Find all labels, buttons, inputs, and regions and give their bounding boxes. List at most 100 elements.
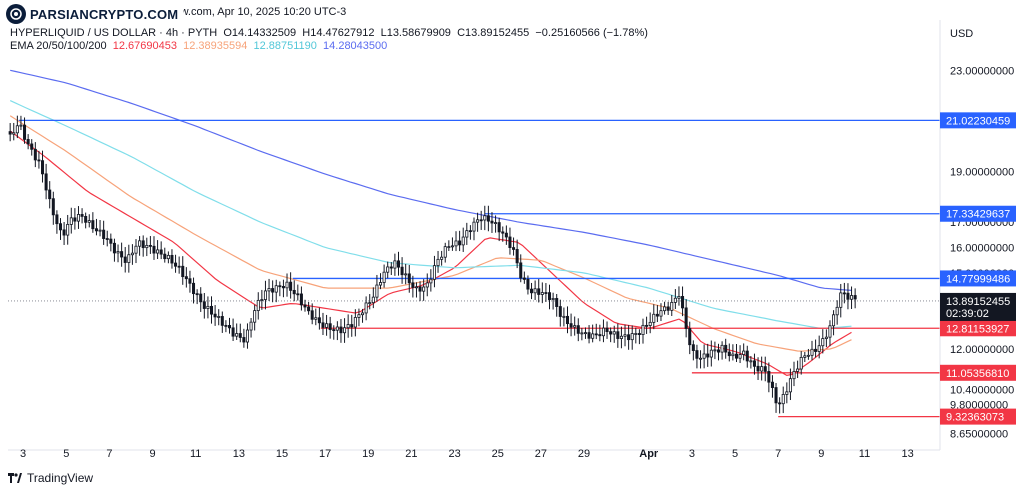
candle-body: [731, 353, 735, 357]
candle-body: [677, 296, 681, 299]
candle-body: [806, 354, 810, 357]
candle-body: [551, 298, 555, 300]
candle-body: [429, 278, 433, 284]
candle-body: [145, 244, 149, 249]
candle-body: [691, 344, 695, 351]
candle-body: [770, 381, 774, 388]
ema100-value: 12.88751190: [253, 40, 317, 52]
ema100-line: [9, 100, 852, 329]
currency-label[interactable]: USD: [950, 28, 974, 40]
candle-body: [788, 378, 792, 393]
candle-body: [716, 349, 721, 353]
tradingview-logo-icon: [8, 473, 22, 483]
candle-body: [350, 324, 354, 328]
candle-body: [681, 296, 685, 309]
candle-body: [116, 251, 120, 254]
candle-body: [508, 236, 512, 248]
candle-body: [152, 245, 156, 254]
ema200-value: 14.28043500: [323, 40, 388, 52]
candle-body: [156, 249, 160, 254]
candle-body: [562, 315, 566, 318]
candle-body: [745, 350, 749, 362]
candle-body: [501, 231, 505, 234]
tradingview-footer[interactable]: TradingView: [8, 471, 93, 485]
candle-body: [810, 348, 814, 356]
candle-body: [504, 232, 508, 238]
candle-body: [364, 302, 368, 314]
candle-body: [393, 260, 397, 269]
candle-body: [734, 353, 738, 359]
candle-body: [443, 246, 447, 258]
x-tick-label: 15: [276, 448, 288, 460]
candle-body: [55, 214, 59, 225]
candle-body: [91, 220, 95, 230]
candle-body: [835, 306, 839, 316]
candle-body: [440, 256, 444, 260]
candle-body: [407, 273, 411, 284]
candle-body: [601, 327, 605, 337]
candle-body: [371, 296, 375, 304]
candle-body: [450, 245, 454, 248]
candle-body: [684, 307, 688, 329]
ohlc-low: L13.58679909: [380, 27, 451, 39]
candle-body: [299, 293, 303, 306]
candle-body: [637, 333, 641, 335]
candle-body: [8, 131, 12, 135]
candle-body: [307, 306, 311, 312]
y-tick-label: 12.00000000: [950, 344, 1014, 356]
candle-body: [213, 313, 217, 318]
candle-body: [709, 349, 713, 358]
candle-body: [490, 220, 494, 224]
candle-body: [652, 313, 656, 323]
candle-body: [109, 238, 113, 244]
candle-body: [325, 323, 329, 328]
candle-body: [94, 228, 98, 232]
candle-body: [763, 366, 767, 372]
candle-body: [547, 292, 552, 300]
candle-body: [519, 262, 523, 279]
candle-body: [645, 324, 649, 327]
resistance-level-badge: [940, 112, 1016, 129]
candle-body: [774, 387, 778, 404]
candle-body: [850, 295, 854, 300]
candle-body: [778, 402, 782, 405]
candle-body: [159, 249, 163, 255]
candle-body: [767, 370, 771, 383]
candle-body: [343, 327, 347, 334]
ohlc-change: −0.25160566 (−1.78%): [535, 27, 648, 39]
support-level-label: 12.81153927: [946, 323, 1009, 335]
ema50-line: [9, 115, 852, 352]
candle-body: [839, 292, 843, 308]
symbol-legend[interactable]: HYPERLIQUID / US DOLLAR · 4h · PYTH O14.…: [10, 27, 648, 39]
candle-body: [573, 325, 577, 328]
candle-body: [623, 334, 627, 337]
candle-body: [382, 271, 386, 283]
candle-body: [706, 353, 710, 358]
candle-body: [422, 286, 426, 292]
candle-body: [130, 252, 134, 256]
candle-body: [673, 297, 677, 303]
candle-body: [512, 247, 516, 250]
candle-body: [497, 222, 501, 233]
candle-body: [220, 316, 224, 326]
candle-body: [814, 348, 818, 352]
candle-body: [62, 229, 66, 236]
candle-body: [138, 240, 142, 247]
candle-body: [544, 292, 548, 294]
candle-body: [414, 286, 418, 289]
ema-legend[interactable]: EMA 20/50/100/200 12.67690453 12.3893559…: [10, 40, 387, 52]
candle-body: [141, 240, 145, 249]
candle-body: [321, 322, 325, 328]
candle-body: [828, 325, 832, 338]
candle-body: [458, 240, 462, 246]
x-tick-label: 13: [902, 448, 914, 460]
candle-body: [634, 333, 638, 335]
candle-body: [576, 325, 580, 334]
x-tick-label: 21: [405, 448, 417, 460]
y-tick-label: 10.40000000: [950, 384, 1014, 396]
watermark-label: PARSIANCRYPTO.COM: [30, 6, 179, 22]
candle-body: [278, 285, 282, 288]
last-price-badge: [940, 292, 1016, 321]
x-tick-label: 11: [859, 448, 870, 460]
